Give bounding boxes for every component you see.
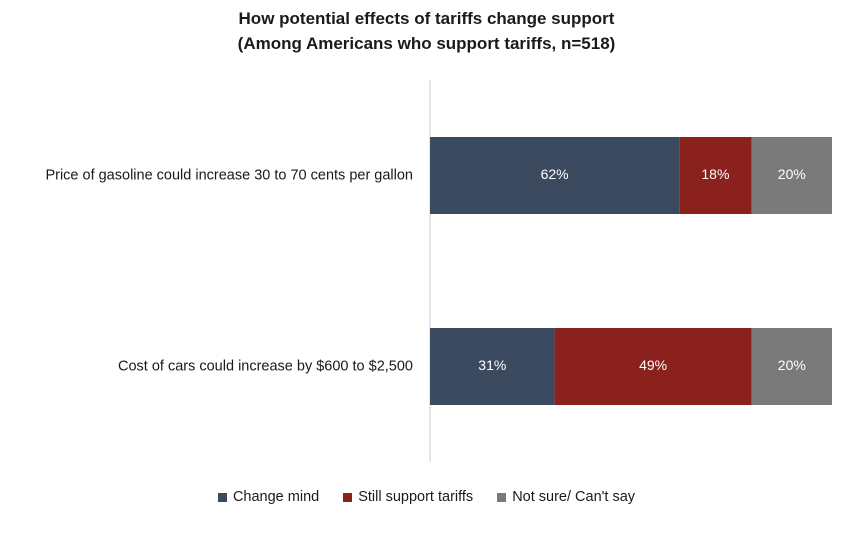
data-label: 20% — [778, 166, 806, 182]
data-label: 31% — [478, 357, 506, 373]
legend-label: Not sure/ Can't say — [512, 489, 636, 505]
legend-label: Change mind — [232, 489, 320, 505]
data-label: 18% — [701, 166, 729, 182]
data-label: 49% — [639, 357, 667, 373]
legend-item: Still support tariffs — [343, 489, 473, 505]
data-label: 62% — [541, 166, 569, 182]
legend: Change mind Still support tariffs Not sure… — [0, 489, 853, 505]
legend-item: Change mind — [217, 489, 320, 505]
legend-swatch — [497, 492, 507, 502]
data-label: 20% — [778, 357, 806, 373]
bar-segment — [751, 137, 832, 214]
chart-title: How potential effects of tariffs change … — [238, 9, 615, 28]
legend-item: Not sure/ Can't say — [497, 489, 635, 505]
bar-segment — [430, 328, 555, 405]
legend-label: Still support tariffs — [358, 489, 474, 505]
category-label: Price of gasoline could increase 30 to 7… — [45, 167, 413, 183]
bar-segment — [554, 328, 752, 405]
chart-subtitle: (Among Americans who support tariffs, n=… — [237, 34, 616, 53]
bar-segment — [679, 137, 752, 214]
legend-swatch — [343, 492, 353, 502]
chart-title-block: How potential effects of tariffs change … — [0, 6, 853, 56]
category-label: Cost of cars could increase by $600 to $… — [118, 358, 413, 374]
legend-swatch — [217, 492, 227, 502]
stacked-bar-chart: Price of gasoline could increase 30 to 7… — [45, 80, 832, 462]
bar-segment — [430, 137, 680, 214]
bar-segment — [751, 328, 832, 405]
